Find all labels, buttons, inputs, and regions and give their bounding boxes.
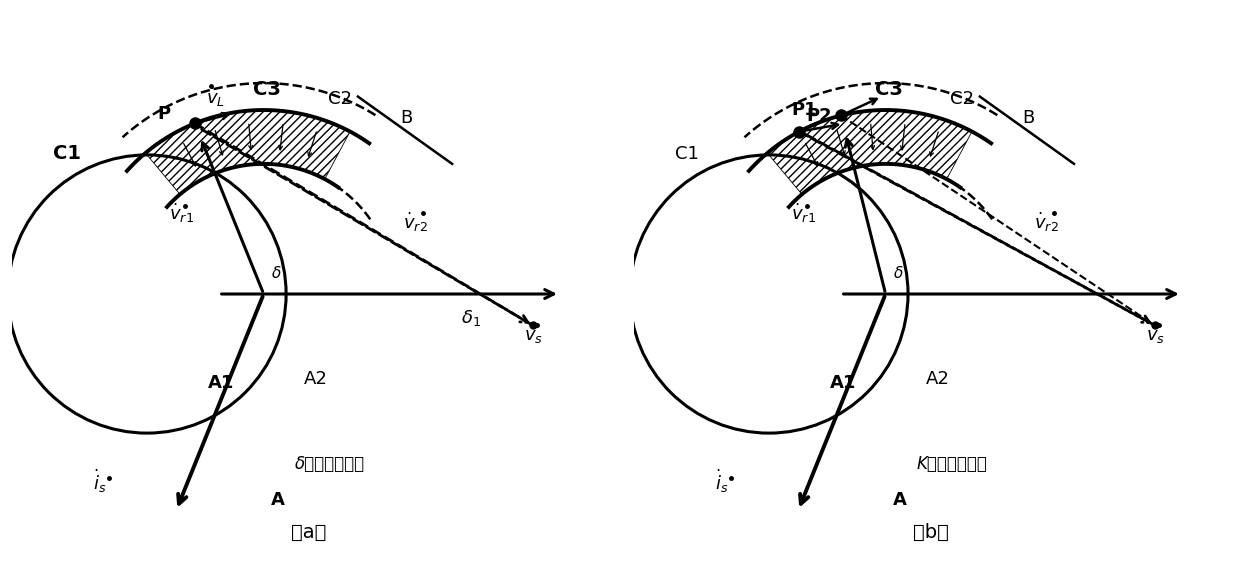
Text: $\dot{i}_s$: $\dot{i}_s$ [715, 467, 729, 495]
Text: C1: C1 [53, 145, 81, 163]
Text: P2: P2 [807, 107, 833, 125]
Text: A1: A1 [830, 374, 856, 392]
Text: $\delta$: $\delta$ [893, 265, 903, 281]
Text: $\dot{i}_s$: $\dot{i}_s$ [93, 467, 107, 495]
Text: C3: C3 [253, 80, 281, 99]
Text: $\dot{v}_L$: $\dot{v}_L$ [207, 85, 225, 109]
Text: $\dot{v}_s$: $\dot{v}_s$ [524, 322, 543, 346]
Text: $\delta_1$: $\delta_1$ [461, 308, 481, 328]
Text: A: A [893, 491, 907, 509]
Text: $\dot{v}_s$: $\dot{v}_s$ [1146, 322, 1165, 346]
Text: $\dot{v}_{r1}$: $\dot{v}_{r1}$ [792, 202, 817, 225]
Text: K稳定工作范围: K稳定工作范围 [917, 455, 987, 473]
Text: $\dot{v}_{r2}$: $\dot{v}_{r2}$ [1033, 211, 1058, 235]
Text: A: A [271, 491, 285, 509]
Text: C2: C2 [950, 90, 974, 108]
Text: （a）: （a） [291, 523, 326, 542]
Text: P1: P1 [792, 102, 818, 119]
Text: A2: A2 [304, 370, 328, 387]
Text: $\delta$: $\delta$ [271, 265, 281, 281]
Text: A1: A1 [208, 374, 234, 392]
Text: B: B [1022, 109, 1035, 128]
Text: δ稳定工作范围: δ稳定工作范围 [295, 455, 366, 473]
Text: $\dot{v}_{r2}$: $\dot{v}_{r2}$ [403, 211, 427, 235]
Text: P: P [157, 105, 170, 123]
Text: （b）: （b） [912, 523, 948, 542]
Text: B: B [400, 109, 413, 128]
Text: $\dot{v}_{r1}$: $\dot{v}_{r1}$ [170, 202, 195, 225]
Text: C2: C2 [328, 90, 352, 108]
Text: C1: C1 [675, 145, 699, 163]
Text: A2: A2 [926, 370, 950, 387]
Text: C3: C3 [875, 80, 903, 99]
